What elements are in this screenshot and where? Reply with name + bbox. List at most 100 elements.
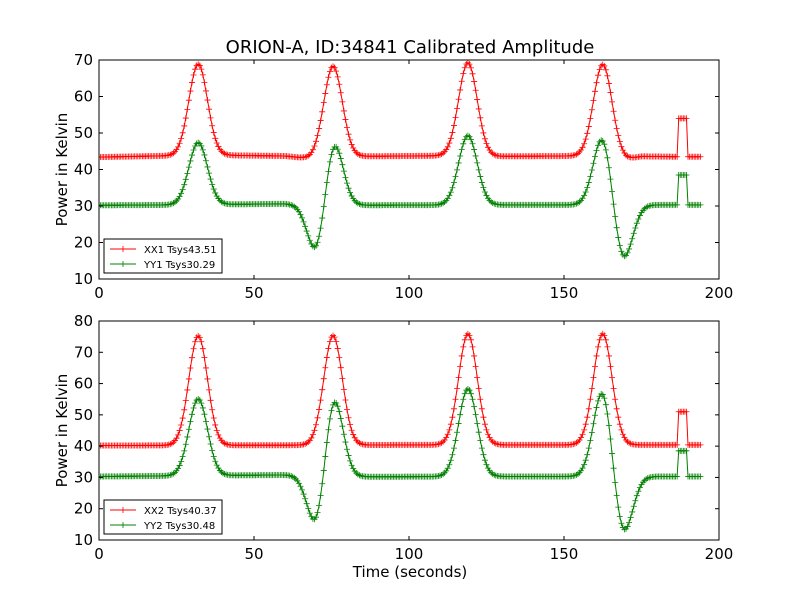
data-point: [573, 151, 580, 158]
data-point: [196, 397, 203, 404]
legend-label: XX1 Tsys43.51: [144, 245, 217, 256]
data-point: [326, 415, 333, 422]
y-tick-label: 30: [74, 468, 93, 486]
data-point: [585, 179, 592, 186]
data-point: [602, 146, 609, 153]
data-point: [288, 472, 295, 479]
x-tick-label: 150: [550, 284, 579, 302]
data-point: [179, 186, 186, 193]
data-point: [206, 106, 213, 113]
data-point: [475, 385, 482, 392]
data-point: [218, 198, 225, 205]
data-point: [440, 150, 447, 157]
data-point: [348, 141, 355, 148]
data-point: [347, 136, 354, 143]
data-point: [319, 386, 326, 393]
data-point: [306, 237, 313, 244]
x-tick-label: 100: [395, 545, 424, 563]
data-point: [311, 427, 318, 434]
data-point: [697, 473, 704, 480]
data-point: [630, 503, 637, 510]
data-point: [618, 520, 625, 527]
data-point: [643, 204, 650, 211]
series-1-markers: [99, 60, 704, 161]
data-point: [612, 396, 619, 403]
data-point: [481, 457, 488, 464]
data-point: [206, 433, 213, 440]
data-point: [574, 199, 581, 206]
data-point: [604, 72, 611, 79]
data-point: [570, 441, 577, 448]
data-point: [612, 213, 619, 220]
data-point: [168, 440, 175, 447]
data-point: [190, 405, 197, 412]
data-point: [457, 411, 464, 418]
data-point: [632, 497, 639, 504]
y-tick-label: 10: [74, 270, 93, 288]
data-point: [683, 171, 690, 178]
data-point: [168, 200, 175, 207]
data-point: [167, 472, 174, 479]
data-point: [478, 405, 485, 412]
data-point: [573, 471, 580, 478]
data-point: [356, 440, 363, 447]
data-point: [202, 364, 209, 371]
data-point: [201, 411, 208, 418]
data-point: [331, 399, 338, 406]
data-point: [302, 440, 309, 447]
data-point: [477, 437, 484, 444]
data-point: [189, 152, 195, 159]
data-point: [213, 139, 220, 146]
data-point: [582, 421, 589, 428]
data-point: [184, 386, 191, 393]
data-point: [646, 474, 653, 481]
data-point: [201, 79, 208, 86]
data-point: [581, 192, 588, 199]
data-point: [339, 375, 346, 382]
y-tick-label: 50: [74, 406, 93, 424]
data-point: [475, 429, 482, 436]
data-point: [480, 451, 487, 458]
data-point: [212, 135, 219, 142]
data-point: [458, 78, 465, 85]
data-point: [590, 160, 597, 167]
data-point: [457, 152, 464, 159]
data-point: [481, 135, 488, 142]
data-point: [605, 352, 612, 359]
data-point: [466, 332, 473, 339]
data-point: [299, 214, 306, 221]
data-point: [449, 414, 456, 421]
data-point: [353, 470, 360, 477]
data-point: [167, 441, 174, 448]
data-point: [303, 500, 310, 507]
data-point: [326, 338, 333, 345]
data-point: [604, 411, 611, 418]
data-point: [202, 87, 209, 94]
data-point: [624, 438, 631, 445]
y-tick-label: 60: [74, 375, 93, 393]
data-point: [443, 434, 450, 441]
data-point: [168, 151, 175, 158]
data-point: [185, 97, 192, 104]
data-point: [325, 74, 332, 81]
series-2-markers: [99, 385, 704, 533]
data-point: [192, 338, 199, 345]
data-point: [440, 200, 447, 207]
data-point: [333, 338, 340, 345]
data-point: [618, 143, 625, 150]
data-point: [443, 146, 450, 153]
data-point: [198, 142, 205, 149]
data-point: [601, 141, 608, 148]
data-point: [204, 163, 211, 170]
data-point: [477, 396, 484, 403]
data-point: [607, 89, 614, 96]
data-point: [438, 439, 445, 446]
data-point: [336, 150, 343, 157]
data-point: [471, 146, 478, 153]
data-point: [574, 150, 581, 157]
data-point: [587, 173, 594, 180]
x-tick-label: 0: [94, 545, 104, 563]
data-point: [185, 164, 192, 171]
data-point: [474, 96, 481, 103]
data-point: [212, 421, 219, 428]
